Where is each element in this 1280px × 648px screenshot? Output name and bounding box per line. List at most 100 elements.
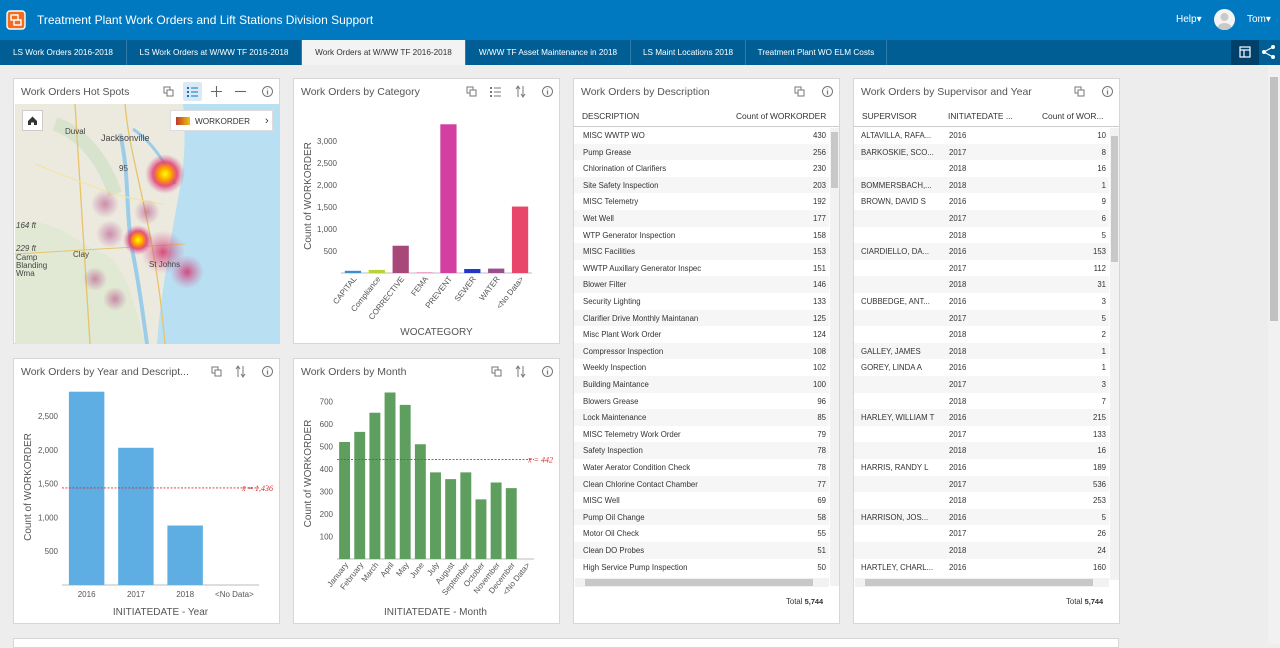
table-row[interactable]: HARTLEY, CHARL... 2016 160: [854, 559, 1109, 576]
table-row[interactable]: Motor Oil Check 55: [574, 525, 829, 542]
table-row[interactable]: Clean Chlorine Contact Chamber 77: [574, 475, 829, 493]
copy-icon[interactable]: [1070, 82, 1089, 101]
table-row[interactable]: 2018 2: [854, 326, 1109, 343]
table-row[interactable]: Blower Filter 146: [574, 276, 829, 293]
zoom-out-icon[interactable]: [231, 82, 250, 101]
table-row[interactable]: 2017 26: [854, 525, 1109, 542]
copy-icon[interactable]: [207, 362, 226, 381]
table-row[interactable]: MISC Telemetry Work Order 79: [574, 426, 829, 443]
column-header-count[interactable]: Count of WOR...: [1042, 111, 1104, 121]
table-row[interactable]: 2018 5: [854, 227, 1109, 244]
sort-icon[interactable]: [231, 362, 250, 381]
avatar[interactable]: [1214, 9, 1235, 30]
table-row[interactable]: Chlorination of Clarifiers 230: [574, 160, 829, 177]
tab-asset-maintenance[interactable]: W/WW TF Asset Maintenance in 2018: [466, 40, 631, 65]
info-icon[interactable]: [818, 82, 837, 101]
table-row[interactable]: ALTAVILLA, RAFA... 2016 10: [854, 127, 1109, 144]
map-legend[interactable]: WORKORDER ›: [170, 110, 273, 131]
scrollbar-thumb[interactable]: [1270, 77, 1278, 321]
scrollbar-thumb[interactable]: [865, 579, 1093, 586]
table-row[interactable]: MISC Telemetry 192: [574, 193, 829, 210]
table-row[interactable]: Security Lighting 133: [574, 293, 829, 310]
table-row[interactable]: BOMMERSBACH,... 2018 1: [854, 176, 1109, 194]
column-header-count[interactable]: Count of WORKORDER: [736, 111, 827, 121]
table-row[interactable]: 2017 5: [854, 309, 1109, 327]
info-icon[interactable]: [538, 362, 557, 381]
table-row[interactable]: MISC WWTP WO 430: [574, 127, 829, 144]
table-row[interactable]: BARKOSKIE, SCO... 2017 8: [854, 143, 1109, 161]
table-row[interactable]: Weekly Inspection 102: [574, 359, 829, 376]
page-scrollbar[interactable]: [1268, 65, 1280, 644]
scrollbar-thumb[interactable]: [585, 579, 813, 586]
table-row[interactable]: GOREY, LINDA A 2016 1: [854, 359, 1109, 376]
supervisor-table-hscroll[interactable]: [855, 578, 1109, 587]
scrollbar-thumb[interactable]: [831, 132, 838, 188]
copy-icon[interactable]: [462, 82, 481, 101]
table-row[interactable]: BROWN, DAVID S 2016 9: [854, 193, 1109, 210]
chevron-right-icon[interactable]: ›: [265, 115, 269, 127]
scrollbar-thumb[interactable]: [1111, 136, 1118, 262]
table-row[interactable]: WTP Generator Inspection 158: [574, 227, 829, 244]
table-row[interactable]: Building Maintance 100: [574, 376, 829, 393]
table-row[interactable]: 2018 31: [854, 276, 1109, 293]
layout-icon[interactable]: [1231, 40, 1259, 65]
table-row[interactable]: CIARDIELLO, DA... 2016 153: [854, 243, 1109, 260]
column-header-supervisor[interactable]: SUPERVISOR: [862, 111, 917, 121]
sort-icon[interactable]: [511, 362, 530, 381]
info-icon[interactable]: [258, 362, 277, 381]
info-icon[interactable]: [538, 82, 557, 101]
table-row[interactable]: WWTP Auxillary Generator Inspec 151: [574, 260, 829, 277]
tab-elm-costs[interactable]: Treatment Plant WO ELM Costs: [746, 40, 887, 65]
tab-ls-work-orders-wwtf[interactable]: LS Work Orders at W/WW TF 2016-2018: [127, 40, 302, 65]
table-row[interactable]: HARLEY, WILLIAM T 2016 215: [854, 409, 1109, 426]
home-icon[interactable]: [22, 110, 43, 131]
map-view[interactable]: Duval Jacksonville 164 ft 229 ft Clay Ca…: [15, 104, 280, 344]
table-row[interactable]: HARRIS, RANDY L 2016 189: [854, 459, 1109, 476]
table-row[interactable]: 2018 24: [854, 542, 1109, 559]
table-row[interactable]: Blowers Grease 96: [574, 393, 829, 410]
sort-icon[interactable]: [511, 82, 530, 101]
table-row[interactable]: Misc Plant Work Order 124: [574, 326, 829, 343]
table-row[interactable]: MISC Well 69: [574, 492, 829, 509]
help-menu[interactable]: Help▾: [1176, 14, 1202, 25]
user-menu[interactable]: Tom▾: [1247, 14, 1271, 25]
table-row[interactable]: 2018 7: [854, 393, 1109, 410]
column-header-description[interactable]: DESCRIPTION: [582, 111, 640, 121]
table-row[interactable]: 2017 133: [854, 426, 1109, 443]
supervisor-table-scrollbar[interactable]: [1110, 128, 1119, 580]
table-row[interactable]: 2018 253: [854, 492, 1109, 509]
table-row[interactable]: HARRISON, JOS... 2016 5: [854, 508, 1109, 526]
share-icon[interactable]: [1255, 40, 1280, 65]
table-row[interactable]: Lock Maintenance 85: [574, 409, 829, 426]
table-row[interactable]: 2017 112: [854, 260, 1109, 277]
table-row[interactable]: Clean DO Probes 51: [574, 542, 829, 559]
zoom-in-icon[interactable]: [207, 82, 226, 101]
copy-icon[interactable]: [790, 82, 809, 101]
table-row[interactable]: MISC Facilities 153: [574, 243, 829, 260]
copy-icon[interactable]: [487, 362, 506, 381]
legend-icon[interactable]: [183, 82, 202, 101]
tab-ls-work-orders[interactable]: LS Work Orders 2016-2018: [0, 40, 127, 65]
table-row[interactable]: GALLEY, JAMES 2018 1: [854, 342, 1109, 360]
table-row[interactable]: Site Safety Inspection 203: [574, 176, 829, 194]
table-row[interactable]: Clarifier Drive Monthly Maintanan 125: [574, 309, 829, 327]
table-row[interactable]: 2018 16: [854, 160, 1109, 177]
column-header-year[interactable]: INITIATEDATE ...: [948, 111, 1013, 121]
table-row[interactable]: 2017 3: [854, 376, 1109, 393]
table-row[interactable]: 2017 6: [854, 210, 1109, 227]
table-row[interactable]: 2018 16: [854, 442, 1109, 459]
tab-ls-maint-locations[interactable]: LS Maint Locations 2018: [631, 40, 746, 65]
table-row[interactable]: Water Aerator Condition Check 78: [574, 459, 829, 476]
info-icon[interactable]: [258, 82, 277, 101]
table-row[interactable]: Wet Well 177: [574, 210, 829, 227]
table-row[interactable]: Safety Inspection 78: [574, 442, 829, 459]
table-row[interactable]: CUBBEDGE, ANT... 2016 3: [854, 293, 1109, 310]
table-row[interactable]: Compressor Inspection 108: [574, 342, 829, 360]
tab-work-orders-wwtf[interactable]: Work Orders at W/WW TF 2016-2018: [302, 40, 466, 65]
info-icon[interactable]: [1098, 82, 1117, 101]
table-row[interactable]: Pump Grease 256: [574, 143, 829, 161]
copy-icon[interactable]: [159, 82, 178, 101]
table-row[interactable]: 2017 536: [854, 475, 1109, 493]
legend-icon[interactable]: [486, 82, 505, 101]
table-row[interactable]: High Service Pump Inspection 50: [574, 559, 829, 576]
